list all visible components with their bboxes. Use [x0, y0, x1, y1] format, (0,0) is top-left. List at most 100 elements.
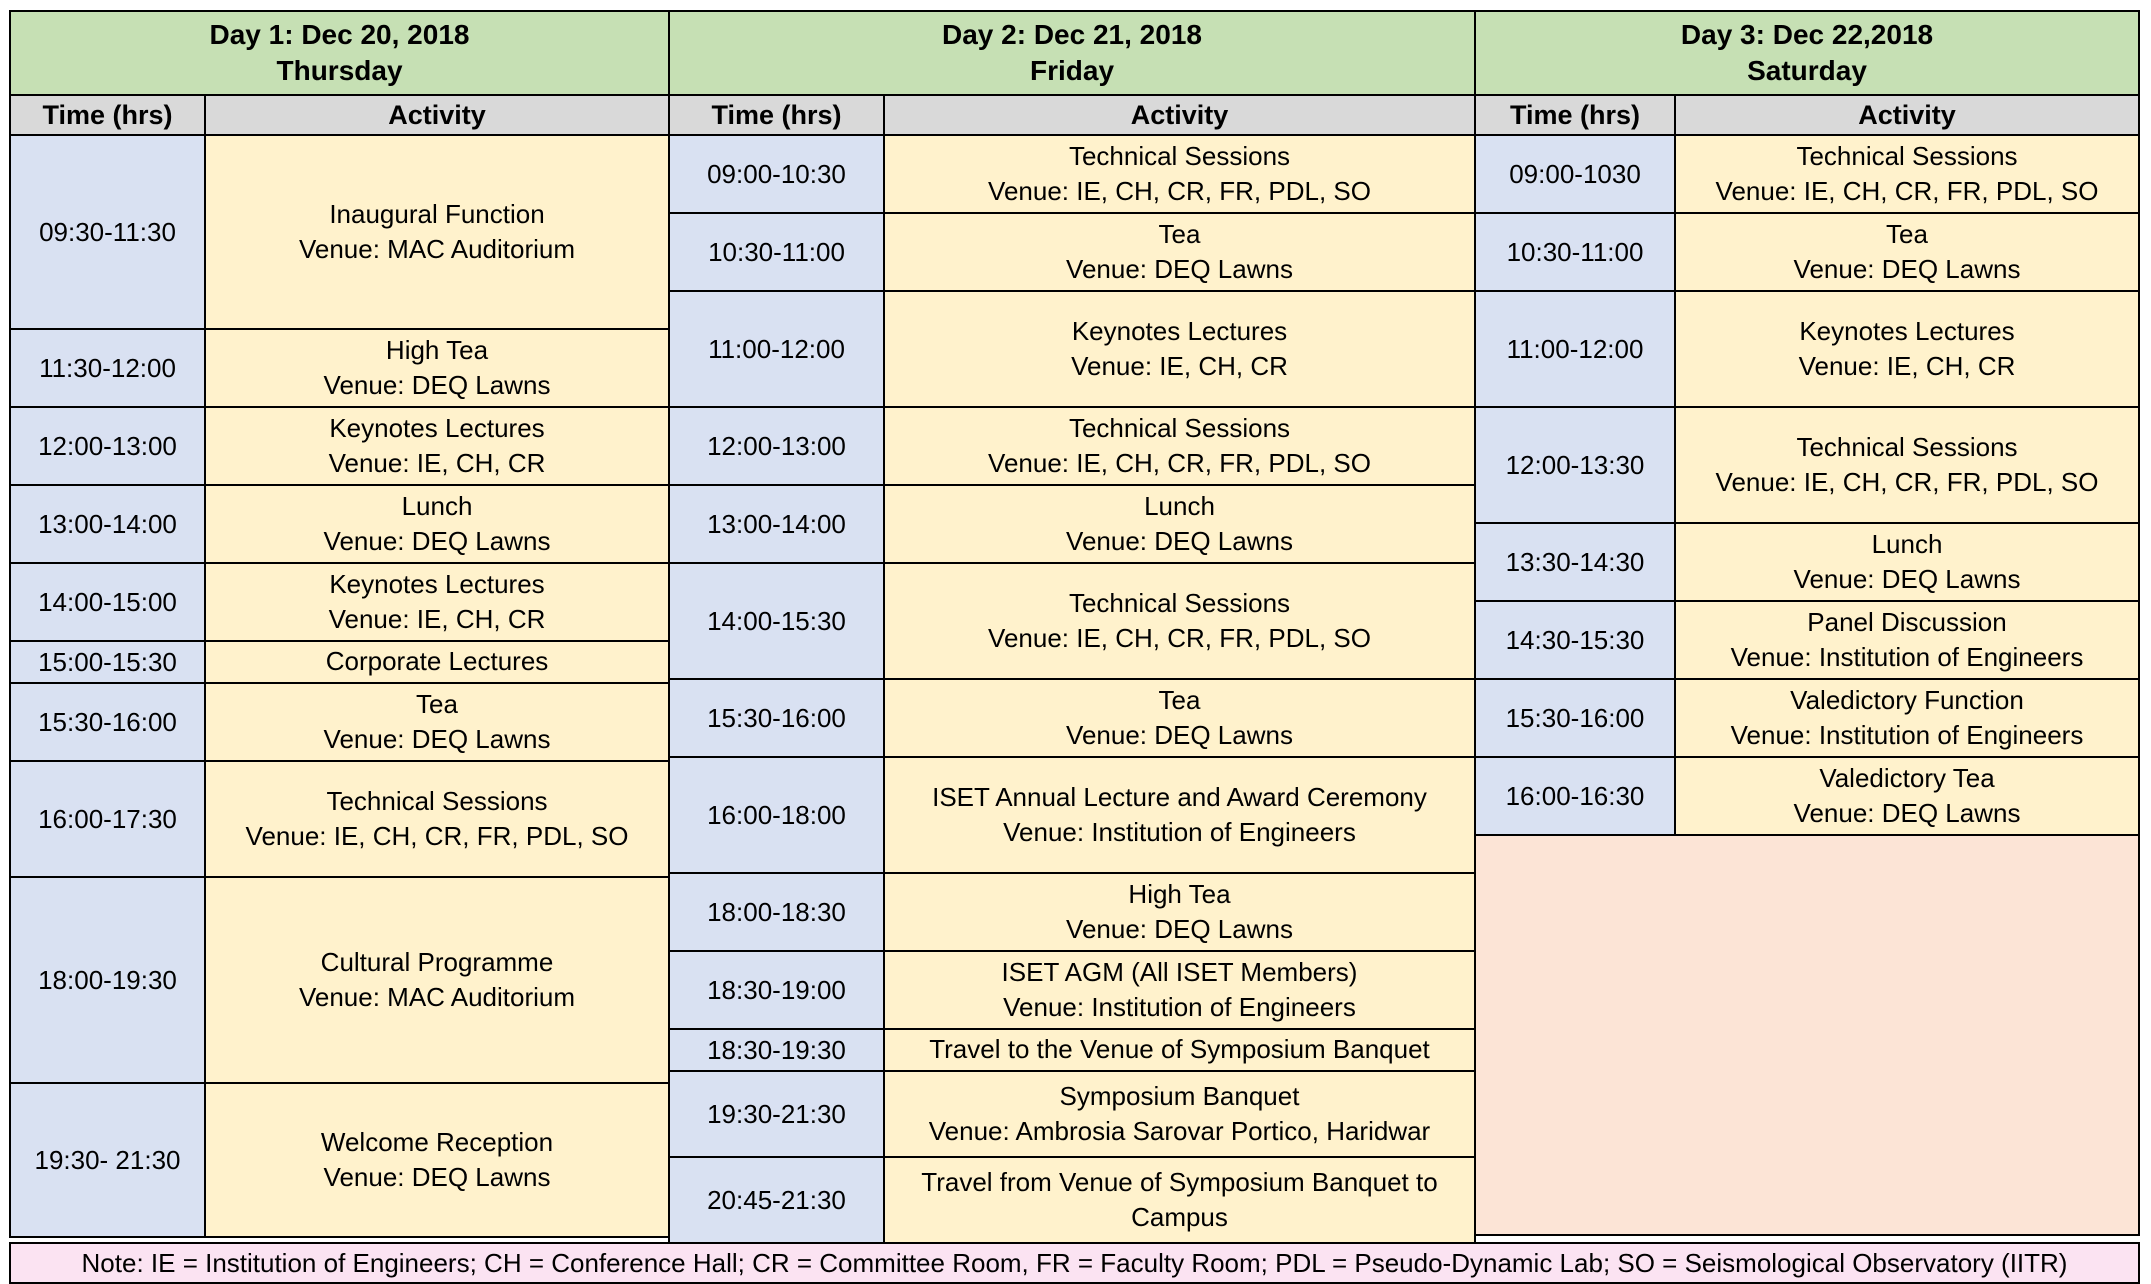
day-title: Day 2: Dec 21, 2018 [942, 18, 1202, 50]
time-cell: 15:30-16:00 [668, 678, 885, 758]
activity-venue: Venue: IE, CH, CR, FR, PDL, SO [988, 623, 1371, 653]
activity-venue: Venue: DEQ Lawns [323, 724, 551, 754]
time-column-header: Time (hrs) [9, 94, 206, 136]
day-subtitle: Saturday [1747, 55, 1867, 86]
activity-cell: Valedictory Function Venue: Institution … [1674, 678, 2140, 758]
note-bar: Note: IE = Institution of Engineers; CH … [9, 1242, 2140, 1284]
time-cell: 14:30-15:30 [1474, 600, 1676, 680]
activity-venue: Venue: Institution of Engineers [1730, 642, 2084, 672]
time-cell: 13:30-14:30 [1474, 522, 1676, 602]
activity-venue: Venue: IE, CH, CR, FR, PDL, SO [988, 448, 1371, 478]
activity-venue: Venue: DEQ Lawns [323, 1162, 551, 1192]
activity-cell: Keynotes Lectures Venue: IE, CH, CR [1674, 290, 2140, 408]
activity-cell: Lunch Venue: DEQ Lawns [204, 484, 670, 564]
time-cell: 15:00-15:30 [9, 640, 206, 684]
activity-title: Tea [1158, 684, 1201, 715]
day-1-header: Day 1: Dec 20, 2018 Thursday [9, 10, 670, 96]
table-row: 14:30-15:30 Panel Discussion Venue: Inst… [1474, 600, 2140, 680]
table-row: 16:00-17:30 Technical Sessions Venue: IE… [9, 760, 670, 878]
activity-title: Corporate Lectures [325, 646, 549, 677]
activity-title: Travel to the Venue of Symposium Banquet [929, 1034, 1430, 1065]
activity-venue: Venue: IE, CH, CR, FR, PDL, SO [1715, 176, 2099, 206]
activity-venue: Venue: DEQ Lawns [323, 370, 551, 400]
time-cell: 16:00-18:00 [668, 756, 885, 874]
table-row: 15:30-16:00 Tea Venue: DEQ Lawns [668, 678, 1476, 758]
time-cell: 09:00-1030 [1474, 134, 1676, 214]
table-row: 11:00-12:00 Keynotes Lectures Venue: IE,… [668, 290, 1476, 408]
table-row: 15:00-15:30 Corporate Lectures [9, 640, 670, 684]
empty-filler-row [1474, 834, 2140, 1236]
table-row: 19:30- 21:30 Welcome Reception Venue: DE… [9, 1082, 670, 1238]
activity-venue: Venue: DEQ Lawns [1066, 914, 1293, 944]
table-row: 09:00-1030 Technical Sessions Venue: IE,… [1474, 134, 2140, 214]
table-row: 13:00-14:00 Lunch Venue: DEQ Lawns [668, 484, 1476, 564]
activity-cell: Technical Sessions Venue: IE, CH, CR, FR… [883, 406, 1476, 486]
time-cell: 13:00-14:00 [668, 484, 885, 564]
activity-title: Welcome Reception [320, 1126, 554, 1157]
day-subtitle: Friday [1029, 55, 1115, 86]
activity-title: High Tea [1128, 878, 1231, 909]
day-subtitle: Thursday [276, 55, 403, 86]
activity-title: Valedictory Function [1790, 684, 2024, 715]
activity-venue: Venue: DEQ Lawns [1793, 564, 2021, 594]
table-row: 12:00-13:30 Technical Sessions Venue: IE… [1474, 406, 2140, 524]
activity-cell: Lunch Venue: DEQ Lawns [883, 484, 1476, 564]
table-row: 13:00-14:00 Lunch Venue: DEQ Lawns [9, 484, 670, 564]
day-2-header-row: Day 2: Dec 21, 2018 Friday [668, 10, 1476, 96]
day-3-header: Day 3: Dec 22,2018 Saturday [1474, 10, 2140, 96]
activity-cell: Symposium Banquet Venue: Ambrosia Sarova… [883, 1070, 1476, 1158]
table-row: 20:45-21:30 Travel from Venue of Symposi… [668, 1156, 1476, 1244]
activity-cell: Panel Discussion Venue: Institution of E… [1674, 600, 2140, 680]
activity-title: Valedictory Tea [1819, 762, 1995, 793]
schedule-wrap: Day 1: Dec 20, 2018 Thursday Time (hrs) … [9, 10, 2140, 1284]
day-2-column-header-row: Time (hrs) Activity [668, 94, 1476, 136]
activity-cell: Technical Sessions Venue: IE, CH, CR, FR… [883, 562, 1476, 680]
activity-title: Symposium Banquet [1059, 1080, 1300, 1111]
activity-venue: Venue: DEQ Lawns [1066, 526, 1293, 556]
day-1-header-row: Day 1: Dec 20, 2018 Thursday [9, 10, 670, 96]
table-row: 09:00-10:30 Technical Sessions Venue: IE… [668, 134, 1476, 214]
day-3-column-header-row: Time (hrs) Activity [1474, 94, 2140, 136]
activity-cell: Cultural Programme Venue: MAC Auditorium [204, 876, 670, 1084]
activity-cell: Technical Sessions Venue: IE, CH, CR, FR… [883, 134, 1476, 214]
activity-venue: Venue: Institution of Engineers [1730, 720, 2084, 750]
time-cell: 12:00-13:00 [668, 406, 885, 486]
activity-cell: Technical Sessions Venue: IE, CH, CR, FR… [204, 760, 670, 878]
activity-cell: ISET AGM (All ISET Members) Venue: Insti… [883, 950, 1476, 1030]
activity-cell: Travel from Venue of Symposium Banquet t… [883, 1156, 1476, 1244]
time-cell: 16:00-16:30 [1474, 756, 1676, 836]
time-cell: 14:00-15:30 [668, 562, 885, 680]
time-cell: 09:30-11:30 [9, 134, 206, 330]
activity-title: High Tea [385, 334, 489, 365]
activity-title: Tea [1886, 218, 1928, 249]
activity-venue: Venue: MAC Auditorium [298, 982, 576, 1012]
activity-cell: Lunch Venue: DEQ Lawns [1674, 522, 2140, 602]
activity-title: Lunch [401, 490, 473, 521]
activity-title: ISET Annual Lecture and Award Ceremony [932, 781, 1427, 812]
time-cell: 18:30-19:00 [668, 950, 885, 1030]
activity-cell: Travel to the Venue of Symposium Banquet [883, 1028, 1476, 1072]
activity-cell: Tea Venue: DEQ Lawns [1674, 212, 2140, 292]
day-1-table: Day 1: Dec 20, 2018 Thursday Time (hrs) … [9, 10, 670, 1238]
activity-column-header: Activity [204, 94, 670, 136]
time-cell: 14:00-15:00 [9, 562, 206, 642]
activity-title: Travel from Venue of Symposium Banquet t… [921, 1166, 1438, 1232]
activity-venue: Venue: IE, CH, CR [328, 448, 546, 478]
time-column-header: Time (hrs) [1474, 94, 1676, 136]
activity-venue: Venue: MAC Auditorium [298, 234, 576, 264]
activity-column-header: Activity [883, 94, 1476, 136]
activity-cell: Welcome Reception Venue: DEQ Lawns [204, 1082, 670, 1238]
activity-cell: Tea Venue: DEQ Lawns [883, 678, 1476, 758]
day-title: Day 3: Dec 22,2018 [1680, 18, 1934, 50]
activity-cell: High Tea Venue: DEQ Lawns [204, 328, 670, 408]
activity-venue: Venue: IE, CH, CR [1071, 351, 1288, 381]
activity-venue: Venue: DEQ Lawns [323, 526, 551, 556]
table-row: 18:30-19:00 ISET AGM (All ISET Members) … [668, 950, 1476, 1030]
activity-title: Lunch [1144, 490, 1215, 521]
activity-title: Lunch [1871, 528, 1943, 559]
activity-title: Technical Sessions [326, 785, 548, 816]
table-row: 18:00-18:30 High Tea Venue: DEQ Lawns [668, 872, 1476, 952]
time-cell: 18:30-19:30 [668, 1028, 885, 1072]
table-row: 19:30-21:30 Symposium Banquet Venue: Amb… [668, 1070, 1476, 1158]
activity-title: Cultural Programme [320, 946, 554, 977]
